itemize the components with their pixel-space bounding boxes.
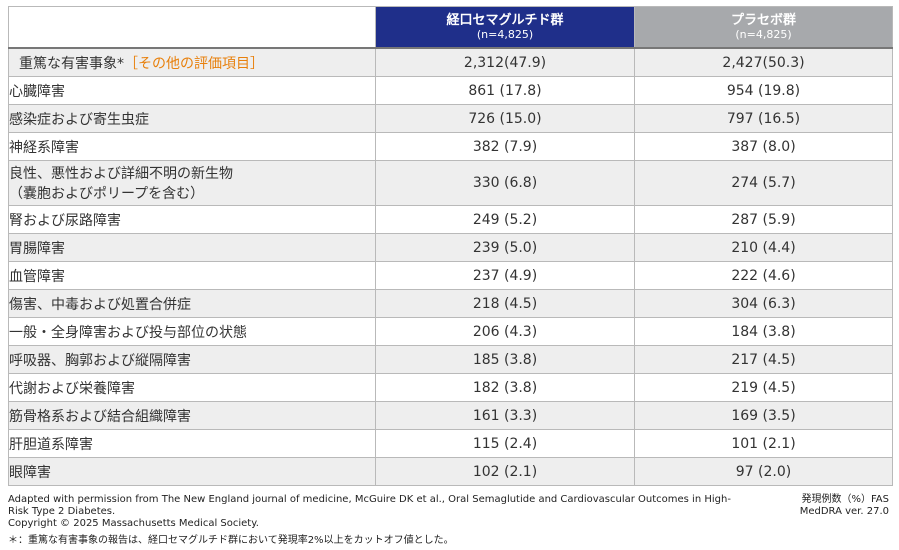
value-oral-semaglutide: 161 (3.3) [375,401,635,430]
value-placebo: 222 (4.6) [634,261,893,290]
row-label: 筋骨格系および結合組織障害 [8,401,376,430]
value-oral-semaglutide: 239 (5.0) [375,233,635,262]
case-count-note: 発現例数（%）FAS [801,494,889,505]
soc-label: 呼吸器、胸郭および縦隔障害 [9,352,191,369]
value-placebo: 184 (3.8) [634,317,893,346]
table-row: 一般・全身障害および投与部位の状態 206 (4.3) 184 (3.8) [8,317,893,346]
table-row: 代謝および栄養障害 182 (3.8) 219 (4.5) [8,373,893,402]
soc-label: 傷害、中毒および処置合併症 [9,296,191,313]
value-placebo: 219 (4.5) [634,373,893,402]
value-oral-semaglutide: 330 (6.8) [375,160,635,206]
header-placebo-n: (n=4,825) [735,28,792,42]
value-oral-semaglutide: 218 (4.5) [375,289,635,318]
row-label: 代謝および栄養障害 [8,373,376,402]
soc-label: 筋骨格系および結合組織障害 [9,408,191,425]
value-oral-semaglutide: 726 (15.0) [375,104,635,133]
soc-label-line2: （嚢胞およびポリープを含む） [9,186,205,202]
value-oral-semaglutide: 185 (3.8) [375,345,635,374]
header-placebo-name: プラセボ群 [730,12,796,28]
copyright-text: Copyright © 2025 Massachusetts Medical S… [8,518,259,529]
soc-label: 心臓障害 [9,83,65,100]
value-oral-semaglutide: 102 (2.1) [375,457,635,486]
value-placebo: 2,427(50.3) [634,47,893,77]
table-metadata: 発現例数（%）FAS MedDRA ver. 27.0 [800,494,889,518]
row-label: 腎および尿路障害 [8,205,376,234]
row-label: 傷害、中毒および処置合併症 [8,289,376,318]
table-row-serious-adverse-events: 重篤な有害事象*［その他の評価項目］ 2,312(47.9) 2,427(50.… [8,47,893,77]
row-label: 肝胆道系障害 [8,429,376,458]
table-row: 筋骨格系および結合組織障害 161 (3.3) 169 (3.5) [8,401,893,430]
meddra-version: MedDRA ver. 27.0 [799,506,889,517]
adverse-events-table: 経口セマグルチド群 (n=4,825) プラセボ群 (n=4,825) 重篤な有… [8,6,893,486]
table-row: 呼吸器、胸郭および縦隔障害 185 (3.8) 217 (4.5) [8,345,893,374]
value-oral-semaglutide: 182 (3.8) [375,373,635,402]
soc-label: 血管障害 [9,268,65,285]
row-label: 胃腸障害 [8,233,376,262]
value-placebo: 101 (2.1) [634,429,893,458]
soc-label: 良性、悪性および詳細不明の新生物 [9,166,233,182]
header-oral-semaglutide-n: (n=4,825) [476,28,534,42]
table-row: 傷害、中毒および処置合併症 218 (4.5) 304 (6.3) [8,289,893,318]
value-placebo: 169 (3.5) [634,401,893,430]
header-oral-semaglutide: 経口セマグルチド群 (n=4,825) [375,6,635,49]
soc-label: 感染症および寄生虫症 [9,111,149,128]
soc-label: 一般・全身障害および投与部位の状態 [9,324,247,341]
header-oral-semaglutide-name: 経口セマグルチド群 [446,12,564,28]
value-placebo: 797 (16.5) [634,104,893,133]
row-label: 重篤な有害事象*［その他の評価項目］ [8,47,376,77]
table-row: 胃腸障害 239 (5.0) 210 (4.4) [8,233,893,262]
value-oral-semaglutide: 249 (5.2) [375,205,635,234]
source-text: Adapted with permission from The New Eng… [8,494,731,517]
soc-label: 胃腸障害 [9,240,65,257]
value-oral-semaglutide: 115 (2.4) [375,429,635,458]
row-label: 呼吸器、胸郭および縦隔障害 [8,345,376,374]
table-row: 肝胆道系障害 115 (2.4) 101 (2.1) [8,429,893,458]
table-row: 感染症および寄生虫症 726 (15.0) 797 (16.5) [8,104,893,133]
table-row: 心臓障害 861 (17.8) 954 (19.8) [8,76,893,105]
table-row: 良性、悪性および詳細不明の新生物 （嚢胞およびポリープを含む） 330 (6.8) 2… [8,160,893,206]
serious-ae-label: 重篤な有害事象* [19,55,124,72]
value-placebo: 304 (6.3) [634,289,893,318]
value-placebo: 274 (5.7) [634,160,893,206]
value-oral-semaglutide: 2,312(47.9) [375,47,635,77]
table-row: 腎および尿路障害 249 (5.2) 287 (5.9) [8,205,893,234]
row-label: 良性、悪性および詳細不明の新生物 （嚢胞およびポリープを含む） [8,160,376,206]
row-label: 一般・全身障害および投与部位の状態 [8,317,376,346]
soc-label: 代謝および栄養障害 [9,380,135,397]
header-blank-cell [8,6,376,49]
value-oral-semaglutide: 861 (17.8) [375,76,635,105]
value-placebo: 287 (5.9) [634,205,893,234]
table-row: 血管障害 237 (4.9) 222 (4.6) [8,261,893,290]
value-placebo: 954 (19.8) [634,76,893,105]
soc-label: 神経系障害 [9,139,79,156]
value-placebo: 210 (4.4) [634,233,893,262]
table-row: 神経系障害 382 (7.9) 387 (8.0) [8,132,893,161]
value-placebo: 217 (4.5) [634,345,893,374]
row-label: 感染症および寄生虫症 [8,104,376,133]
footnote: ＊：重篤な有害事象の報告は、経口セマグルチド群において発現率2%以上をカットオフ… [8,535,454,546]
header-placebo: プラセボ群 (n=4,825) [634,6,893,49]
soc-label: 腎および尿路障害 [9,212,121,229]
value-oral-semaglutide: 206 (4.3) [375,317,635,346]
row-label: 眼障害 [8,457,376,486]
other-endpoint-tag: ［その他の評価項目］ [124,55,264,72]
soc-label: 眼障害 [9,464,51,481]
table-row: 眼障害 102 (2.1) 97 (2.0) [8,457,893,486]
value-oral-semaglutide: 237 (4.9) [375,261,635,290]
soc-label: 肝胆道系障害 [9,436,93,453]
value-placebo: 387 (8.0) [634,132,893,161]
value-placebo: 97 (2.0) [634,457,893,486]
source-citation: Adapted with permission from The New Eng… [8,494,748,530]
value-oral-semaglutide: 382 (7.9) [375,132,635,161]
row-label: 神経系障害 [8,132,376,161]
row-label: 心臓障害 [8,76,376,105]
row-label: 血管障害 [8,261,376,290]
